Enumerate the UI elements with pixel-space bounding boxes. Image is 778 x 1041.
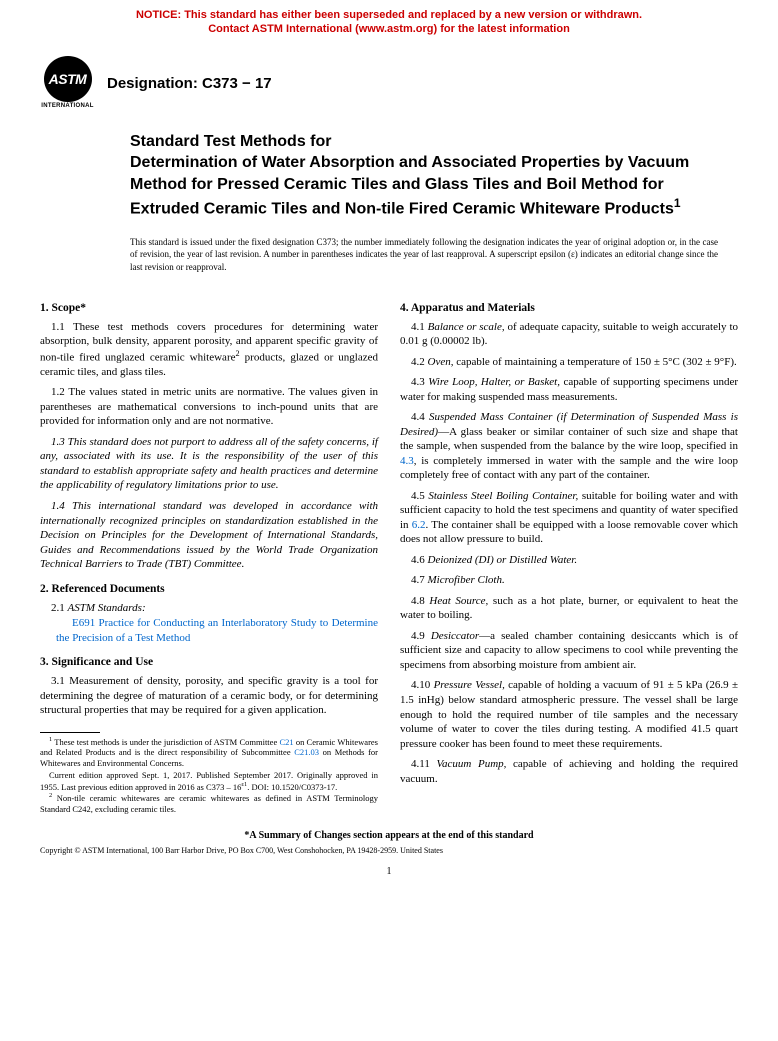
- main-title: Standard Test Methods for Determination …: [0, 116, 778, 229]
- para-1-2: 1.2 The values stated in metric units ar…: [40, 385, 378, 429]
- xref-6-2[interactable]: 6.2: [412, 519, 426, 531]
- footnote-2: 2 Non-tile ceramic whitewares are cerami…: [40, 792, 378, 815]
- page-number: 1: [0, 859, 778, 892]
- xref-4-3[interactable]: 4.3: [400, 455, 414, 467]
- para-4-7: 4.7 Microfiber Cloth.: [400, 573, 738, 588]
- designation: Designation: C373 − 17: [107, 74, 272, 94]
- para-4-8: 4.8 Heat Source, such as a hot plate, bu…: [400, 594, 738, 623]
- content-columns: 1. Scope* 1.1 These test methods covers …: [0, 285, 778, 816]
- para-4-1: 4.1 Balance or scale, of adequate capaci…: [400, 320, 738, 349]
- para-4-4: 4.4 Suspended Mass Container (if Determi…: [400, 410, 738, 483]
- para-4-6: 4.6 Deionized (DI) or Distilled Water.: [400, 553, 738, 568]
- left-column: 1. Scope* 1.1 These test methods covers …: [40, 291, 378, 816]
- title-sup: 1: [674, 196, 681, 210]
- title-note: This standard is issued under the fixed …: [0, 228, 778, 284]
- footnote-1b: Current edition approved Sept. 1, 2017. …: [40, 770, 378, 793]
- notice-line1: NOTICE: This standard has either been su…: [136, 9, 642, 21]
- notice-banner: NOTICE: This standard has either been su…: [0, 0, 778, 41]
- logo-sub-text: INTERNATIONAL: [41, 103, 93, 111]
- astm-logo: ASTM INTERNATIONAL: [40, 56, 95, 111]
- link-c21[interactable]: C21: [279, 736, 293, 746]
- para-4-5: 4.5 Stainless Steel Boiling Container, s…: [400, 489, 738, 547]
- para-3-1: 3.1 Measurement of density, porosity, an…: [40, 674, 378, 718]
- para-4-10: 4.10 Pressure Vessel, capable of holding…: [400, 678, 738, 751]
- section-2-heading: 2. Referenced Documents: [40, 582, 378, 597]
- link-c21-03[interactable]: C21.03: [294, 747, 319, 757]
- footnote-1: 1 These test methods is under the jurisd…: [40, 736, 378, 770]
- logo-circle: ASTM: [44, 56, 92, 102]
- para-1-4: 1.4 This international standard was deve…: [40, 499, 378, 572]
- para-4-9: 4.9 Desiccator—a sealed chamber containi…: [400, 629, 738, 673]
- copyright: Copyright © ASTM International, 100 Barr…: [0, 844, 778, 858]
- title-prefix: Standard Test Methods for: [130, 133, 332, 150]
- para-1-3: 1.3 This standard does not purport to ad…: [40, 435, 378, 493]
- title-main: Determination of Water Absorption and As…: [130, 154, 689, 218]
- para-1-1: 1.1 These test methods covers procedures…: [40, 320, 378, 380]
- ref-e691-link[interactable]: E691 Practice for Conducting an Interlab…: [56, 616, 378, 645]
- summary-note: *A Summary of Changes section appears at…: [0, 815, 778, 844]
- header-row: ASTM INTERNATIONAL Designation: C373 − 1…: [0, 41, 778, 116]
- section-1-heading: 1. Scope*: [40, 301, 378, 316]
- right-column: 4. Apparatus and Materials 4.1 Balance o…: [400, 291, 738, 816]
- logo-circle-text: ASTM: [49, 70, 87, 88]
- para-4-11: 4.11 Vacuum Pump, capable of achieving a…: [400, 757, 738, 786]
- para-4-3: 4.3 Wire Loop, Halter, or Basket, capabl…: [400, 375, 738, 404]
- section-3-heading: 3. Significance and Use: [40, 655, 378, 670]
- para-2-1: 2.1 ASTM Standards:: [40, 601, 378, 616]
- footnote-divider: [40, 732, 100, 733]
- para-4-2: 4.2 Oven, capable of maintaining a tempe…: [400, 355, 738, 370]
- notice-line2: Contact ASTM International (www.astm.org…: [208, 23, 570, 35]
- section-4-heading: 4. Apparatus and Materials: [400, 301, 738, 316]
